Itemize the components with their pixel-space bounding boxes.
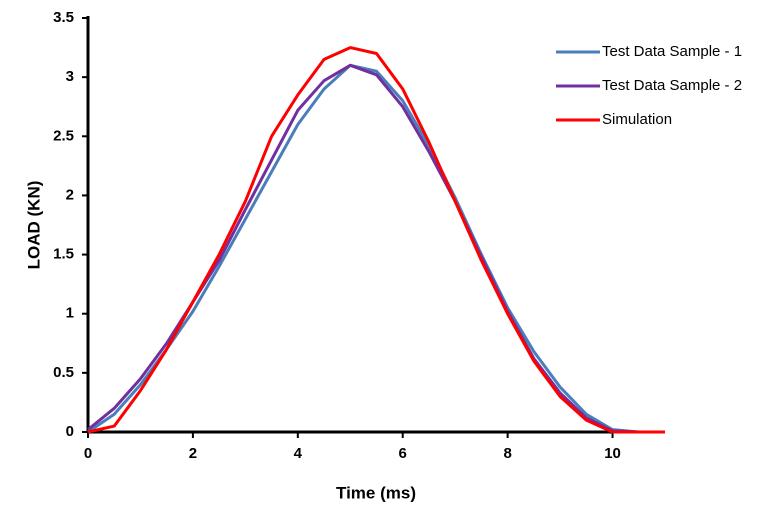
x-tick-label: 2 — [189, 445, 197, 462]
y-tick-label: 3 — [66, 68, 74, 85]
legend-label: Test Data Sample - 2 — [602, 77, 742, 94]
y-tick-label: 0.5 — [53, 364, 74, 381]
series-line — [87, 63, 665, 434]
x-axis-title: Time (ms) — [336, 483, 416, 502]
y-tick-label: 2.5 — [53, 127, 74, 144]
x-tick-label: 10 — [604, 445, 621, 462]
y-tick-label: 0 — [66, 423, 74, 440]
legend-label: Test Data Sample - 1 — [602, 43, 742, 60]
y-tick-label: 3.5 — [53, 9, 74, 26]
legend-label: Simulation — [602, 111, 672, 128]
series-line — [87, 46, 665, 434]
y-axis-title: LOAD (KN) — [24, 181, 43, 270]
x-tick-label: 0 — [84, 445, 92, 462]
x-tick-label: 6 — [399, 445, 407, 462]
x-tick-label: 4 — [294, 445, 303, 462]
y-tick-label: 2 — [66, 186, 74, 203]
y-tick-label: 1.5 — [53, 246, 74, 263]
y-tick-label: 1 — [66, 305, 74, 322]
x-tick-label: 8 — [503, 445, 511, 462]
